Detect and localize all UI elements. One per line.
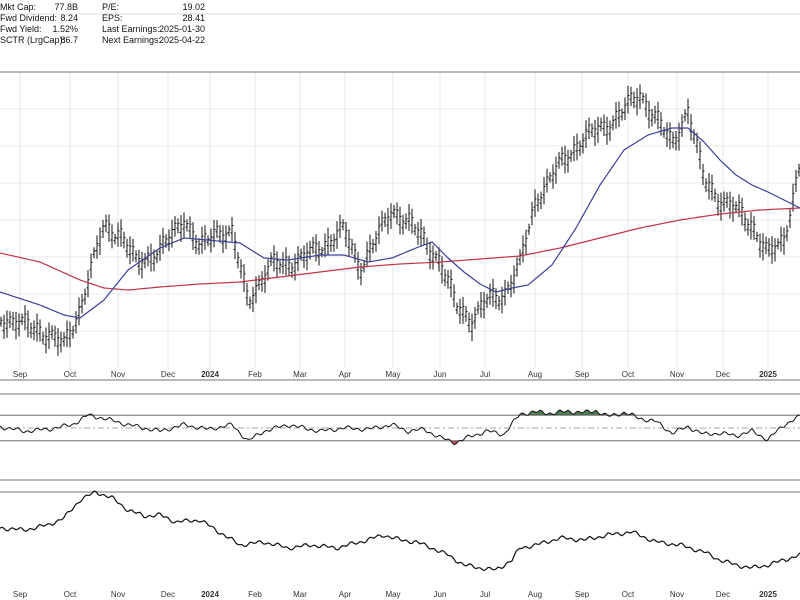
x-axis-tick-label: 2024 [201,370,219,379]
x-axis-tick-label: Sep [575,590,590,599]
stat-value: 2025-01-30 [158,24,205,34]
x-axis-tick-label: Mar [293,370,307,379]
x-axis-tick-label: Dec [161,370,175,379]
stat-label: Fwd Dividend: [0,13,58,23]
x-axis-tick-label: Mar [293,590,307,599]
x-axis-tick-label: Oct [622,590,635,599]
stat-label: Next Earnings: [102,35,162,45]
gridlines [0,72,800,368]
x-axis-tick-label: Apr [339,370,352,379]
bottom-x-axis: Sep Oct Nov Dec 2024 Feb Mar Apr May Jun Jul Aug Sep… [13,590,778,599]
x-axis-tick-label: Sep [575,370,590,379]
x-axis-tick-label: Feb [248,590,262,599]
panel-separators [0,13,800,493]
stats-panel: Mkt Cap: 77.8B Fwd Dividend: 8.24 Fwd Yi… [0,0,800,72]
x-axis-tick-label: 2025 [759,370,777,379]
x-axis-tick-label: Jul [480,590,490,599]
short-moving-average-line [0,127,800,319]
stat-value: 19.02 [182,2,205,12]
x-axis-tick-label: Jun [434,370,447,379]
x-axis-tick-label: Aug [528,590,542,599]
x-axis-tick-label: Oct [64,370,77,379]
stat-value: 8.24 [60,13,78,23]
stat-value: 28.41 [182,13,205,23]
indicator-bands [0,414,800,442]
x-axis-tick-label: Oct [622,370,635,379]
x-axis-tick-label: Sep [13,590,28,599]
x-axis-tick-label: May [385,370,400,379]
x-axis-tick-label: Nov [111,590,125,599]
x-axis-tick-label: Sep [13,370,28,379]
price-x-axis: Sep Oct Nov Dec 2024 Feb Mar Apr May Jun Jul Aug Sep… [13,370,778,379]
stat-label: Last Earnings: [102,24,160,34]
stat-value: 2025-04-22 [158,35,205,45]
stat-label: EPS: [102,13,123,23]
x-axis-tick-label: Oct [64,590,77,599]
price-bars [0,84,800,356]
stat-label: Fwd Yield: [0,24,42,34]
x-axis-tick-label: Apr [339,590,352,599]
stat-label: SCTR (LrgCap): [0,35,66,45]
stat-value: 1.52% [52,24,78,34]
relative-strength-line [0,490,800,572]
stat-label: Mkt Cap: [0,2,37,12]
x-axis-tick-label: Dec [161,590,175,599]
x-axis-tick-label: Dec [716,590,730,599]
long-moving-average-line [0,207,800,291]
x-axis-tick-label: May [385,590,400,599]
x-axis-tick-label: Dec [716,370,730,379]
overbought-fill [622,412,634,416]
stat-value: 86.7 [60,35,78,45]
overbought-fill [528,410,606,416]
x-axis-tick-label: Nov [670,370,684,379]
x-axis-tick-label: Jun [434,590,447,599]
stat-label: P/E: [102,2,120,12]
stat-value: 77.8B [54,2,78,12]
x-axis-tick-label: Nov [670,590,684,599]
x-axis-tick-label: Aug [528,370,542,379]
x-axis-tick-label: Nov [111,370,125,379]
x-axis-tick-label: 2024 [201,590,219,599]
indicator-line [0,409,800,446]
x-axis-tick-label: 2025 [759,590,777,599]
x-axis-tick-label: Feb [248,370,262,379]
x-axis-tick-label: Jul [480,370,490,379]
